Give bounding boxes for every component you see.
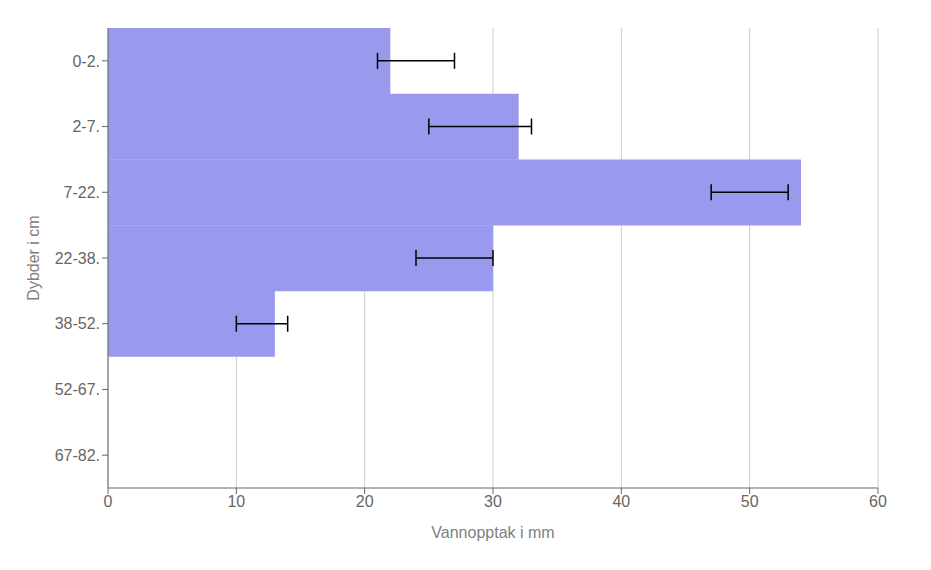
svg-text:22-38.: 22-38. [55, 250, 100, 267]
svg-text:67-82.: 67-82. [55, 447, 100, 464]
svg-text:52-67.: 52-67. [55, 381, 100, 398]
svg-text:Vannopptak i mm: Vannopptak i mm [431, 524, 554, 541]
svg-text:30: 30 [484, 493, 502, 510]
svg-text:38-52.: 38-52. [55, 315, 100, 332]
svg-text:40: 40 [612, 493, 630, 510]
svg-text:0-2.: 0-2. [72, 53, 100, 70]
svg-text:Dybder i cm: Dybder i cm [25, 215, 42, 300]
svg-text:2-7.: 2-7. [72, 118, 100, 135]
svg-text:7-22.: 7-22. [64, 184, 100, 201]
svg-text:60: 60 [869, 493, 887, 510]
svg-text:50: 50 [741, 493, 759, 510]
svg-text:0: 0 [104, 493, 113, 510]
svg-text:20: 20 [356, 493, 374, 510]
svg-text:10: 10 [227, 493, 245, 510]
